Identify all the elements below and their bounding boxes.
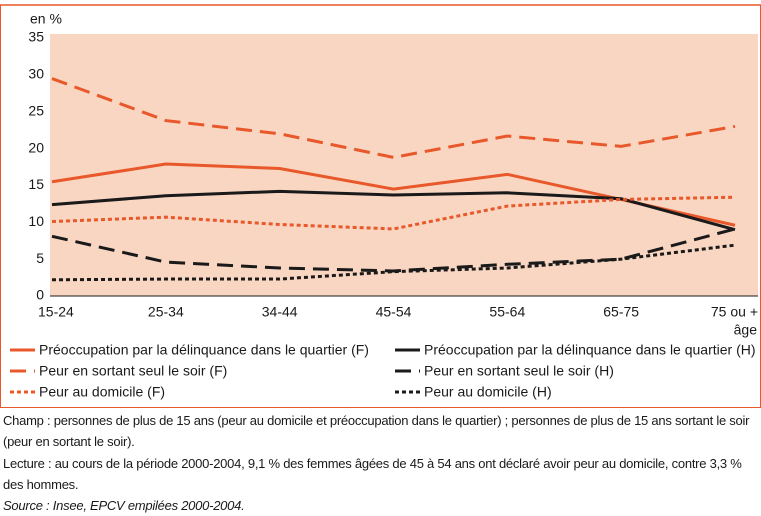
y-tick-label: 20 [28, 139, 44, 155]
series-line [51, 77, 736, 159]
series-line [51, 227, 736, 273]
notes: Champ : personnes de plus de 15 ans (peu… [3, 410, 759, 516]
note-source: Source : Insee, EPCV empilées 2000-2004. [3, 498, 245, 514]
y-axis-label: en % [30, 11, 62, 27]
legend-label: Préoccupation par la délinquance dans le… [39, 342, 369, 358]
y-tick-label: 5 [36, 250, 44, 266]
y-tick-label: 25 [28, 102, 44, 118]
legend-label: Peur en sortant seul le soir (F) [39, 363, 227, 379]
y-tick-label: 0 [36, 287, 44, 303]
series-line [51, 195, 736, 231]
legend-label: Peur au domicile (H) [424, 384, 552, 400]
y-tick-label: 35 [28, 29, 44, 45]
legend-label: Peur en sortant seul le soir (H) [424, 363, 614, 379]
legend-label: Préoccupation par la délinquance dans le… [424, 342, 756, 358]
x-tick-label: 15-24 [38, 304, 74, 320]
y-tick-label: 15 [28, 176, 44, 192]
y-tick-label: 30 [28, 66, 44, 82]
note-lecture: Lecture : au cours de la période 2000-20… [3, 455, 742, 492]
x-axis-label: âge [734, 322, 758, 338]
series-line [51, 243, 736, 282]
legend-label: Peur au domicile (F) [39, 384, 165, 400]
note-champ: Champ : personnes de plus de 15 ans (peu… [3, 413, 750, 450]
x-tick-label: 65-75 [603, 304, 639, 320]
x-tick-label: 55-64 [489, 304, 525, 320]
chart: en % âge 0 5 10 15 20 25 30 35 15-24 25-34 34-44 45… [0, 4, 761, 408]
x-tick-label: 25-34 [148, 304, 184, 320]
y-tick-label: 10 [28, 213, 44, 229]
x-tick-label: 45-54 [376, 304, 412, 320]
x-tick-label: 34-44 [262, 304, 298, 320]
series-line [51, 189, 736, 232]
x-tick-label: 75 ou + [711, 304, 758, 320]
